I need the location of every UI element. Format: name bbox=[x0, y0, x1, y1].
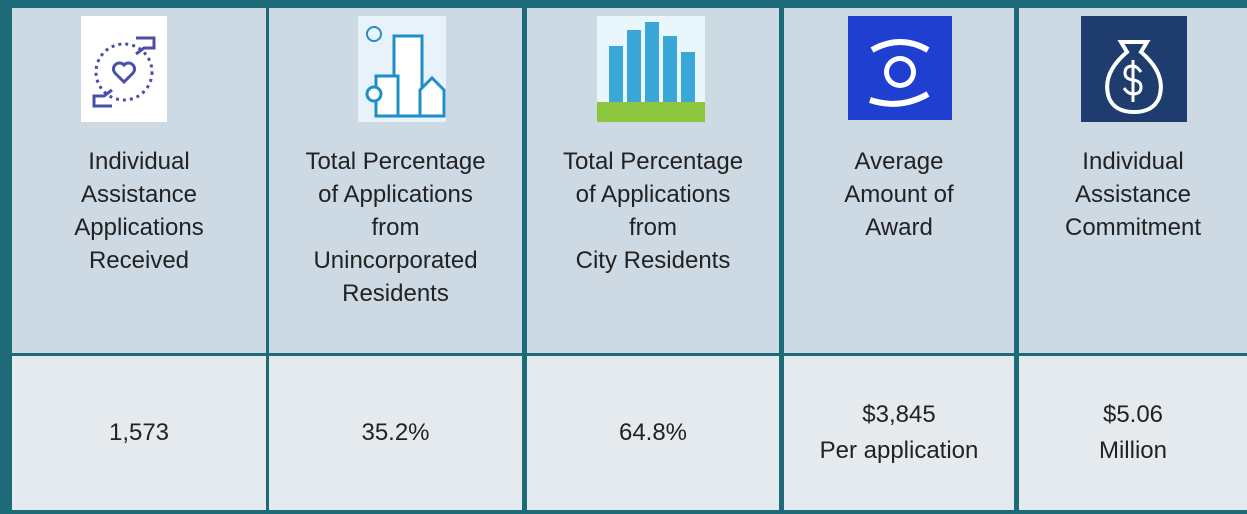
text-line: 35.2% bbox=[361, 419, 430, 446]
value-cell: $5.06 Million bbox=[1019, 356, 1247, 510]
text-line: Commitment bbox=[1064, 214, 1202, 241]
text-line: from bbox=[629, 214, 677, 241]
icon-buildings bbox=[358, 16, 446, 122]
text-line: Award bbox=[865, 214, 933, 241]
text-line: Applications bbox=[74, 214, 204, 241]
text-line: Unincorporated bbox=[313, 247, 478, 274]
value-cell: 1,573 bbox=[12, 356, 266, 510]
icon-hands-heart bbox=[81, 16, 167, 122]
value-cell: 64.8% bbox=[527, 356, 779, 510]
text-line: 1,573 bbox=[108, 419, 170, 446]
text-line: Total Percentage bbox=[562, 148, 744, 175]
text-line: Per application bbox=[819, 437, 979, 464]
text-line: Assistance bbox=[80, 181, 198, 208]
value-cell: 35.2% bbox=[269, 356, 522, 510]
text-line: Total Percentage bbox=[305, 148, 486, 175]
header-label: Individual Assistance Commitment bbox=[1019, 145, 1247, 244]
text-line: City Residents bbox=[575, 247, 731, 274]
text-line: of Applications bbox=[318, 181, 473, 208]
text-line: Received bbox=[88, 247, 190, 274]
header-label: Total Percentage of Applications from Uninc… bbox=[269, 145, 522, 310]
text-line: Million bbox=[1098, 437, 1167, 464]
text-line: $3,845 bbox=[862, 401, 936, 428]
icon-city bbox=[597, 16, 705, 122]
text-line: Amount of bbox=[844, 181, 954, 208]
text-line: Average bbox=[854, 148, 944, 175]
text-line: Assistance bbox=[1074, 181, 1192, 208]
header-label: Individual Assistance Applications Received bbox=[12, 145, 266, 277]
text-line: 64.8% bbox=[618, 419, 688, 446]
text-line: Residents bbox=[342, 280, 449, 307]
text-line: Individual bbox=[1082, 148, 1184, 175]
text-line: from bbox=[371, 214, 420, 241]
text-line: Individual bbox=[88, 148, 190, 175]
value-cell: $3,845 Per application bbox=[784, 356, 1014, 510]
header-label: Total Percentage of Applications from City … bbox=[527, 145, 779, 277]
icon-money-bag bbox=[1081, 16, 1187, 122]
icon-award bbox=[848, 16, 952, 120]
text-line: of Applications bbox=[575, 181, 731, 208]
header-label: Average Amount of Award bbox=[784, 145, 1014, 244]
text-line: $5.06 bbox=[1102, 401, 1164, 428]
